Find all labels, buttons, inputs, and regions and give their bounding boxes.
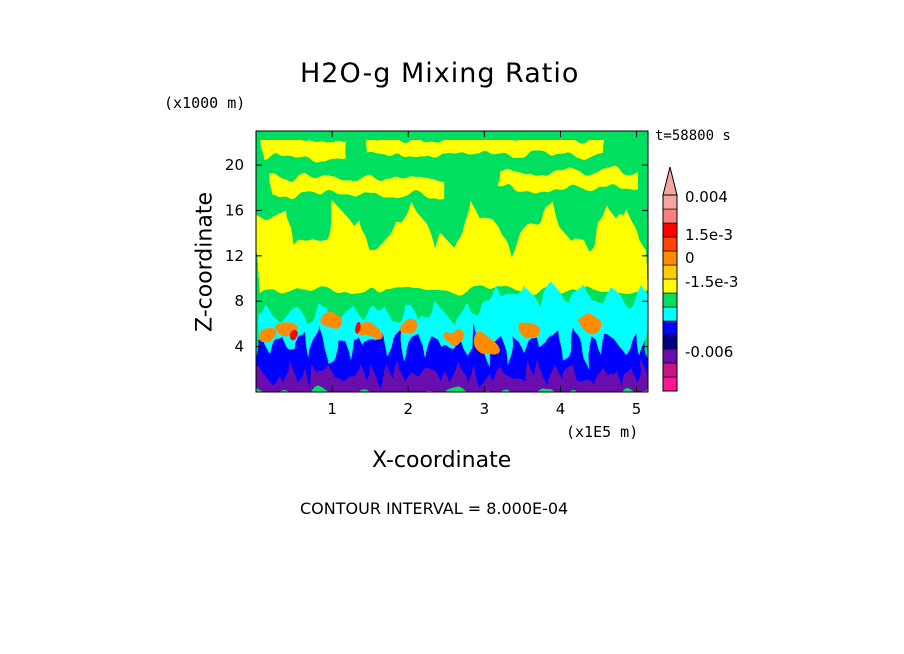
x-tick-label-4: 5	[632, 400, 642, 418]
blob-red-1	[290, 329, 299, 342]
colorbar-segment-1	[662, 362, 678, 378]
blob-red-0	[354, 322, 363, 335]
y-axis-ticks: 4 8 12 16 20	[225, 156, 648, 356]
colorbar-segment-2	[662, 348, 678, 364]
colorbar-label-1: 1.5e-3	[685, 226, 733, 244]
colorbar-segment-3	[662, 334, 678, 350]
colorbar-label-2: 0	[685, 249, 695, 267]
blob-orange-4	[443, 327, 464, 344]
band-blue	[256, 326, 648, 392]
band-yellow	[256, 198, 648, 290]
band-yellow-strip-2	[271, 176, 439, 194]
y-tick-label-0: 4	[234, 338, 244, 356]
colorbar-segment-6	[662, 292, 678, 308]
colorbar-segment-13	[662, 194, 678, 210]
colorbar-segment-4	[662, 320, 678, 336]
colorbar-segment-9	[662, 250, 678, 266]
blob-orange-1	[322, 313, 343, 330]
blob-orange-8	[257, 327, 278, 344]
time-label: t=58800 s	[655, 128, 731, 144]
y-tick-label-1: 8	[234, 292, 244, 310]
band-purple	[256, 360, 648, 392]
band-yellow-strip-3	[499, 170, 637, 188]
y-tick-label-2: 12	[225, 247, 244, 265]
band-yellow-strip-1	[370, 140, 607, 156]
colorbar-segment-10	[662, 236, 678, 252]
x-axis-ticks: 1 2 3 4 5	[327, 131, 641, 418]
colorbar-segment-0	[662, 376, 678, 392]
band-yellow-strip-0	[263, 142, 348, 160]
y-axis-unit: (x1000 m)	[164, 94, 246, 112]
colorbar-label-4: -0.006	[685, 343, 733, 361]
y-tick-label-3: 16	[225, 201, 244, 219]
contour-interval-label: CONTOUR INTERVAL = 8.000E-04	[300, 499, 569, 518]
colorbar-segment-8	[662, 264, 678, 280]
chart-title: H2O-g Mixing Ratio	[300, 58, 580, 89]
colorbar-segment-12	[662, 208, 678, 224]
y-tick-label-4: 20	[225, 156, 244, 174]
x-tick-label-0: 1	[327, 400, 337, 418]
colorbar-segment-7	[662, 278, 678, 294]
colorbar: 0.004 1.5e-3 0 -1.5e-3 -0.006	[662, 166, 738, 392]
blob-orange-2	[360, 324, 381, 341]
colorbar-segment-5	[662, 306, 678, 322]
colorbar-segment-11	[662, 222, 678, 238]
blob-orange-3	[398, 318, 419, 335]
x-tick-label-1: 2	[403, 400, 413, 418]
colorbar-frame	[662, 194, 678, 392]
plot-frame	[255, 130, 649, 393]
x-axis-label: X-coordinate	[372, 448, 512, 473]
mixing-ratio-field	[256, 131, 648, 392]
colorbar-label-3: -1.5e-3	[685, 273, 738, 291]
x-tick-label-2: 3	[480, 400, 490, 418]
blob-orange-5	[474, 336, 495, 353]
colorbar-extend-arrow	[662, 166, 678, 196]
x-tick-label-3: 4	[556, 400, 566, 418]
field-turbulent-layers	[256, 140, 648, 392]
x-axis-unit: (x1E5 m)	[566, 423, 639, 441]
blob-orange-7	[580, 315, 601, 332]
blob-orange-6	[520, 322, 541, 339]
colorbar-label-0: 0.004	[685, 188, 728, 206]
